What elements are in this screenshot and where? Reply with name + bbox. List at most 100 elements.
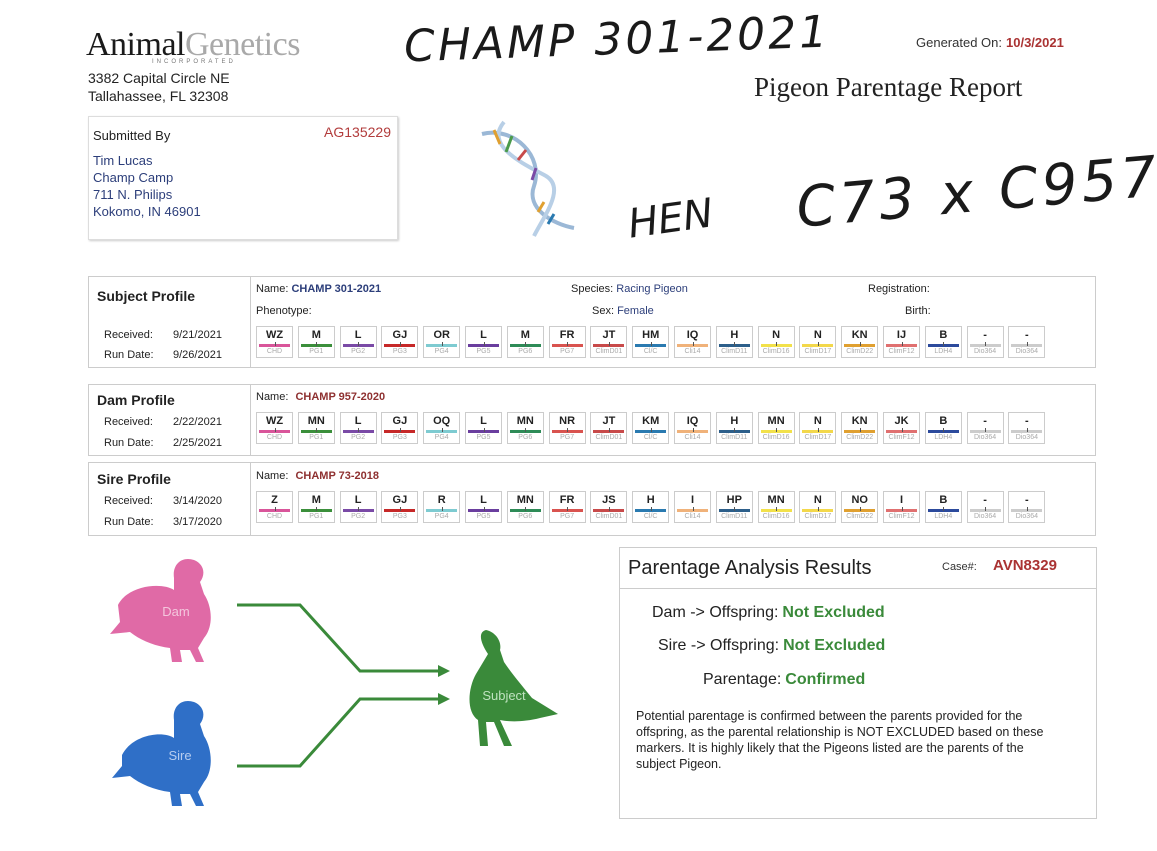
parentage-diagram: Dam Sire Subject xyxy=(110,558,558,806)
marker-locus-name: Dio364 xyxy=(1015,348,1038,355)
marker-locus-name: Cli14 xyxy=(684,513,701,520)
marker-color-bar xyxy=(635,507,667,512)
dam-profile-details: Name: CHAMP 957-2020 WZ CHD MN PG1 L PG2 GJ PG3… xyxy=(250,384,1096,456)
dam-pigeon-icon: Dam xyxy=(110,558,211,662)
logo-text-left: Animal xyxy=(86,26,185,63)
marker-locus-name: ClimD22 xyxy=(846,434,874,441)
marker-color-bar xyxy=(259,507,290,512)
marker-allele: I xyxy=(899,494,904,506)
marker-locus-name: ClimD11 xyxy=(721,513,748,520)
marker-color-bar xyxy=(886,428,917,433)
marker-5: R PG4 xyxy=(423,491,461,523)
marker-allele: HM xyxy=(642,329,660,341)
dam-received-label: Received: xyxy=(104,416,153,428)
results-explanation: Potential parentage is confirmed between… xyxy=(636,709,1044,771)
dam-profile-panel: Dam Profile Received: 2/22/2021 Run Date… xyxy=(88,384,252,456)
marker-17: B LDH4 xyxy=(924,491,962,523)
generated-on: Generated On: 10/3/2021 xyxy=(916,35,1064,50)
marker-allele: HP xyxy=(726,494,742,506)
marker-allele: IJ xyxy=(896,329,907,341)
marker-allele: JT xyxy=(602,329,616,341)
marker-locus-name: PG4 xyxy=(434,434,449,441)
marker-color-bar xyxy=(886,342,917,347)
marker-7: MN PG6 xyxy=(506,491,544,523)
marker-allele: NR xyxy=(559,415,576,427)
marker-allele: OR xyxy=(433,329,450,341)
sire-received-date: 3/14/2020 xyxy=(173,495,222,507)
marker-4: GJ PG3 xyxy=(381,326,419,358)
marker-locus-name: PG1 xyxy=(309,348,324,355)
marker-6: L PG5 xyxy=(465,491,502,523)
marker-color-bar xyxy=(300,507,332,512)
marker-allele: M xyxy=(311,329,321,341)
marker-6: L PG5 xyxy=(465,326,502,358)
marker-color-bar xyxy=(593,507,625,512)
marker-locus-name: PG1 xyxy=(309,513,324,520)
marker-locus-name: ClimD22 xyxy=(846,348,874,355)
marker-color-bar xyxy=(342,507,374,512)
subject-run-label: Run Date: xyxy=(104,349,154,361)
marker-13: MN ClimD16 xyxy=(757,491,795,523)
marker-9: JT ClimD01 xyxy=(590,326,628,358)
marker-color-bar xyxy=(384,342,416,347)
marker-allele: MN xyxy=(516,494,534,506)
subject-marker-row: WZ CHD M PG1 L PG2 GJ PG3 OR PG4 L PG5 M PG6 FR PG7 JT Cl… xyxy=(256,326,1096,360)
sire-result-row: Sire -> Offspring: Not Excluded xyxy=(658,637,885,655)
marker-11: I Cli14 xyxy=(674,491,711,523)
marker-color-bar xyxy=(259,428,290,433)
marker-12: HP ClimD11 xyxy=(715,491,753,523)
marker-19: - Dio364 xyxy=(1008,491,1046,523)
marker-8: FR PG7 xyxy=(548,326,586,358)
sire-arrow-head xyxy=(438,693,450,705)
marker-allele: H xyxy=(730,329,739,341)
marker-locus-name: PG2 xyxy=(351,348,366,355)
generated-label: Generated On: xyxy=(916,35,1002,50)
submitted-by-box: Submitted By AG135229 Tim Lucas Champ Ca… xyxy=(88,116,398,240)
dam-result-value: Not Excluded xyxy=(782,604,885,621)
marker-locus-name: PG3 xyxy=(392,434,407,441)
sire-arrow-line xyxy=(237,697,440,768)
marker-locus-name: ClimF12 xyxy=(888,513,915,520)
subject-profile-title: Subject Profile xyxy=(97,288,196,304)
marker-locus-name: ClimD16 xyxy=(762,348,790,355)
marker-locus-name: ClimD17 xyxy=(804,348,832,355)
marker-allele: MN xyxy=(767,494,785,506)
marker-locus-name: Cli14 xyxy=(684,348,701,355)
marker-locus-name: CHD xyxy=(266,348,283,355)
marker-allele: MN xyxy=(767,415,785,427)
account-number: AG135229 xyxy=(324,124,391,140)
marker-color-bar xyxy=(1011,342,1043,347)
marker-locus-name: LDH4 xyxy=(934,434,953,441)
marker-allele: FR xyxy=(559,494,575,506)
submitter-org: Champ Camp xyxy=(93,170,174,185)
marker-1: WZ CHD xyxy=(256,326,293,358)
marker-allele: GJ xyxy=(392,329,408,341)
marker-10: H Cl/C xyxy=(632,491,670,523)
marker-allele: MN xyxy=(516,415,534,427)
marker-locus-name: LDH4 xyxy=(934,348,953,355)
marker-color-bar xyxy=(426,342,458,347)
marker-16: JK ClimF12 xyxy=(883,412,920,444)
marker-13: N ClimD16 xyxy=(757,326,795,358)
marker-17: B LDH4 xyxy=(924,412,962,444)
marker-locus-name: ClimD11 xyxy=(721,348,748,355)
marker-allele: JT xyxy=(602,415,616,427)
marker-locus-name: CHD xyxy=(266,434,283,441)
phenotype-label: Phenotype: xyxy=(256,305,312,317)
marker-color-bar xyxy=(551,428,583,433)
report-title: Pigeon Parentage Report xyxy=(754,72,1023,102)
sex-value: Female xyxy=(617,305,654,317)
marker-allele: KN xyxy=(851,415,868,427)
marker-allele: N xyxy=(813,329,822,341)
results-header: Parentage Analysis Results Case#: AVN832… xyxy=(620,548,1096,589)
subject-run-date: 9/26/2021 xyxy=(173,349,222,361)
marker-allele: JK xyxy=(894,415,909,427)
marker-locus-name: Cl/C xyxy=(643,348,658,355)
marker-allele: MN xyxy=(307,415,325,427)
marker-14: N ClimD17 xyxy=(799,412,837,444)
marker-color-bar xyxy=(677,342,708,347)
marker-locus-name: ClimD01 xyxy=(595,434,623,441)
parentage-value: Confirmed xyxy=(785,671,866,688)
marker-4: GJ PG3 xyxy=(381,491,419,523)
handwritten-sex: HEN xyxy=(625,190,717,248)
